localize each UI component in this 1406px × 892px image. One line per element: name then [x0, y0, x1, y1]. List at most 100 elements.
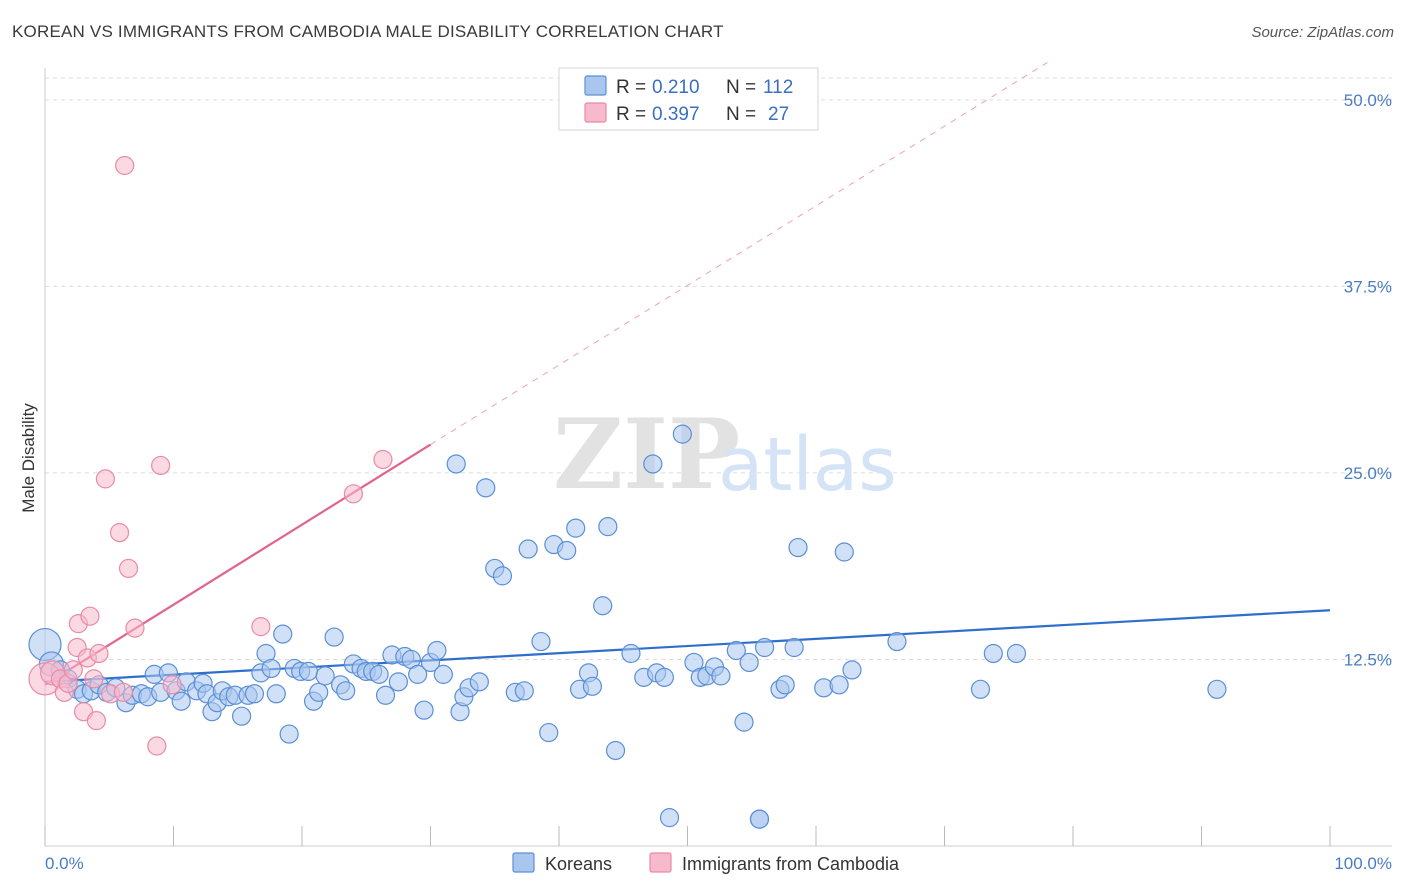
korean-point	[1207, 679, 1227, 699]
bottom-legend-swatch-cambodia	[649, 852, 672, 873]
x-tick-label: 0.0%	[45, 854, 84, 873]
axis-layer: 12.5% 25.0% 37.5% 50.0% 0.0% 100.0%	[44, 68, 1392, 873]
legend-n-label-cambodia: N =	[726, 104, 756, 125]
legend-r-value-koreans: 0.210	[652, 77, 700, 98]
bottom-legend-swatch-koreans	[512, 852, 535, 873]
korean-point	[788, 537, 808, 558]
cambodia-point	[89, 643, 109, 664]
legend-swatch-cambodia	[584, 102, 607, 123]
korean-point	[970, 679, 991, 699]
cambodia-point	[86, 711, 107, 731]
korean-point	[298, 661, 319, 682]
cambodia-point	[80, 606, 100, 626]
korean-point	[739, 652, 759, 673]
korean-point	[711, 666, 731, 686]
cambodia-point	[109, 523, 130, 543]
korean-point	[531, 631, 551, 652]
bottom-legend-label-cambodia: Immigrants from Cambodia	[682, 854, 900, 874]
chart-title: KOREAN VS IMMIGRANTS FROM CAMBODIA MALE …	[12, 22, 724, 41]
legend-n-value-cambodia: 27	[768, 104, 789, 125]
cambodia-point	[118, 558, 139, 579]
korean-point	[336, 681, 356, 701]
korean-point	[539, 722, 559, 743]
y-tick-label: 12.5%	[1344, 650, 1392, 669]
korean-point	[654, 667, 674, 687]
top-legend: R = 0.210 N = 112 R = 0.397 N = 27	[558, 67, 819, 131]
korean-point	[171, 691, 191, 711]
cambodia-point	[125, 618, 145, 638]
korean-point	[598, 517, 618, 537]
y-tick-label: 37.5%	[1344, 277, 1392, 296]
korean-point	[775, 675, 795, 695]
cambodia-trend-extension	[430, 62, 1048, 445]
y-axis-title: Male Disability	[19, 403, 38, 513]
korean-point	[829, 675, 849, 695]
korean-point	[476, 478, 496, 498]
legend-swatch-koreans	[584, 75, 607, 96]
x-tick-label: 100.0%	[1334, 854, 1392, 873]
chart-source: Source: ZipAtlas.com	[1251, 24, 1394, 41]
korean-point	[427, 640, 447, 661]
cambodia-point	[151, 455, 171, 476]
korean-point	[983, 643, 1003, 664]
korean-point	[784, 637, 804, 658]
korean-point	[388, 672, 408, 692]
korean-point	[279, 724, 299, 744]
koreans-trend-line	[44, 609, 1331, 683]
korean-point	[315, 666, 335, 686]
korean-point	[672, 424, 692, 444]
cambodia-point	[115, 155, 135, 176]
cambodia-point	[95, 469, 115, 489]
korean-point	[375, 685, 396, 705]
korean-point	[557, 540, 577, 561]
korean-point	[369, 664, 389, 684]
y-tick-label: 50.0%	[1344, 91, 1392, 110]
korean-point	[324, 627, 344, 647]
korean-point	[621, 643, 641, 664]
korean-point	[273, 624, 293, 644]
legend-r-label-koreans: R =	[616, 77, 646, 98]
watermark-zip: ZIP	[553, 398, 740, 511]
legend-r-label-cambodia: R =	[616, 104, 646, 125]
cambodia-point	[84, 669, 104, 689]
korean-point	[518, 539, 538, 559]
korean-point	[232, 706, 252, 726]
cambodia-point	[373, 449, 393, 470]
korean-point	[734, 712, 754, 732]
korean-point	[261, 658, 281, 679]
cambodia-point	[162, 675, 182, 695]
korean-point	[469, 672, 489, 692]
korean-point	[309, 682, 329, 702]
y-tick-label: 25.0%	[1344, 464, 1392, 483]
korean-point	[605, 740, 626, 761]
cambodia-point	[113, 682, 133, 702]
legend-r-value-cambodia: 0.397	[652, 104, 700, 125]
korean-point	[408, 664, 428, 684]
cambodia-trend-line	[44, 443, 432, 686]
korean-point	[887, 631, 907, 652]
korean-point	[582, 676, 603, 696]
cambodia-point	[147, 736, 167, 756]
korean-point	[433, 664, 453, 684]
korean-point	[749, 809, 770, 829]
legend-n-value-koreans: 112	[763, 77, 793, 98]
grid-layer	[45, 77, 1392, 660]
cambodia-point	[343, 484, 363, 504]
korean-point	[492, 566, 513, 586]
bottom-legend: Koreans Immigrants from Cambodia	[512, 852, 900, 874]
korean-point	[593, 596, 613, 616]
korean-point	[266, 684, 286, 704]
korean-point	[754, 637, 775, 658]
korean-point	[514, 681, 534, 701]
trend-layer	[44, 62, 1331, 686]
korean-point	[842, 660, 862, 680]
korean-point	[414, 700, 434, 720]
watermark: ZIP atlas	[553, 398, 897, 511]
korean-point	[726, 640, 746, 661]
watermark-atlas: atlas	[718, 422, 897, 508]
points-layer	[28, 155, 1227, 829]
bottom-legend-label-koreans: Koreans	[545, 854, 612, 874]
cambodia-point	[63, 660, 83, 680]
legend-n-label-koreans: N =	[726, 77, 756, 98]
cambodia-point	[251, 617, 271, 637]
